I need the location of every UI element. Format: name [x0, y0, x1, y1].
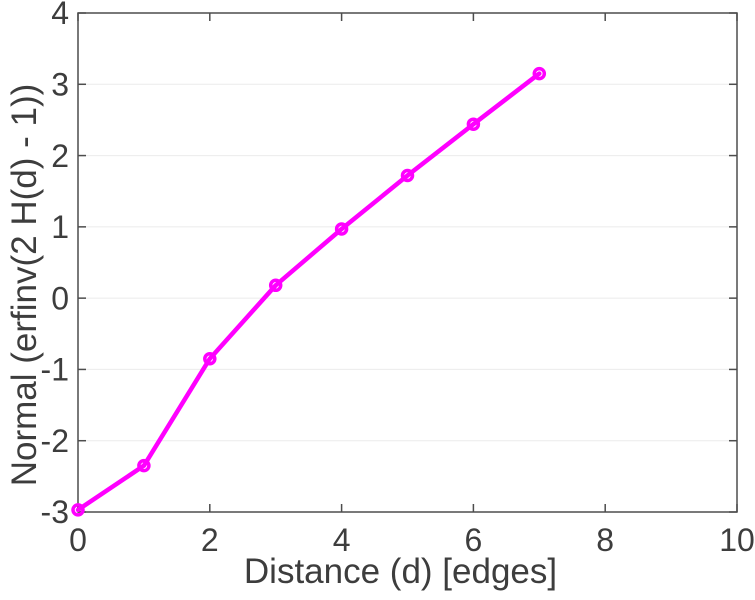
x-tick-label: 4: [333, 522, 351, 558]
data-point-marker: [334, 222, 349, 236]
x-tick-label: 0: [69, 522, 87, 558]
x-axis-label: Distance (d) [edges]: [244, 552, 557, 591]
data-point-marker: [268, 278, 283, 293]
y-tick-label: 2: [51, 138, 69, 174]
y-tick-label: -2: [41, 423, 69, 459]
y-axis-label: Normal (erfinv(2 H(d) - 1)): [5, 84, 44, 487]
y-tick-label: 1: [51, 209, 69, 245]
y-tick-label: 3: [51, 66, 69, 102]
data-point-marker: [71, 503, 85, 517]
data-point-marker: [466, 117, 481, 131]
series-line: [75, 71, 542, 513]
y-tick-label: 0: [51, 280, 69, 316]
axis-box: [77, 12, 738, 513]
y-tick-label: 4: [51, 0, 69, 31]
data-point-marker: [532, 66, 547, 81]
x-tick-label: 2: [201, 522, 219, 558]
x-tick-label: 10: [719, 522, 755, 558]
data-point-marker: [400, 168, 415, 183]
y-tick-label: -1: [41, 352, 69, 388]
x-tick-label: 6: [465, 522, 483, 558]
x-tick-label: 8: [596, 522, 614, 558]
y-tick-label: -3: [41, 494, 69, 530]
data-point-marker: [203, 351, 217, 366]
data-point-marker: [137, 458, 151, 473]
